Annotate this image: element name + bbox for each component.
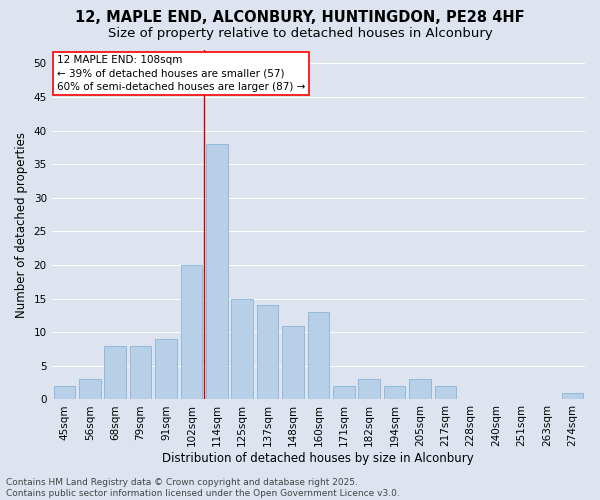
Bar: [53, 386, 75, 400]
Bar: [434, 386, 456, 400]
Bar: [206, 144, 227, 400]
Bar: [562, 392, 583, 400]
Y-axis label: Number of detached properties: Number of detached properties: [15, 132, 28, 318]
Bar: [308, 312, 329, 400]
X-axis label: Distribution of detached houses by size in Alconbury: Distribution of detached houses by size …: [163, 452, 474, 465]
Text: Size of property relative to detached houses in Alconbury: Size of property relative to detached ho…: [107, 28, 493, 40]
Bar: [384, 386, 406, 400]
Bar: [358, 380, 380, 400]
Bar: [257, 306, 278, 400]
Text: 12 MAPLE END: 108sqm
← 39% of detached houses are smaller (57)
60% of semi-detac: 12 MAPLE END: 108sqm ← 39% of detached h…: [57, 55, 305, 92]
Bar: [79, 380, 101, 400]
Text: Contains HM Land Registry data © Crown copyright and database right 2025.
Contai: Contains HM Land Registry data © Crown c…: [6, 478, 400, 498]
Bar: [282, 326, 304, 400]
Bar: [232, 298, 253, 400]
Bar: [333, 386, 355, 400]
Bar: [130, 346, 151, 400]
Bar: [181, 265, 202, 400]
Bar: [104, 346, 126, 400]
Bar: [409, 380, 431, 400]
Bar: [155, 339, 177, 400]
Text: 12, MAPLE END, ALCONBURY, HUNTINGDON, PE28 4HF: 12, MAPLE END, ALCONBURY, HUNTINGDON, PE…: [75, 10, 525, 25]
